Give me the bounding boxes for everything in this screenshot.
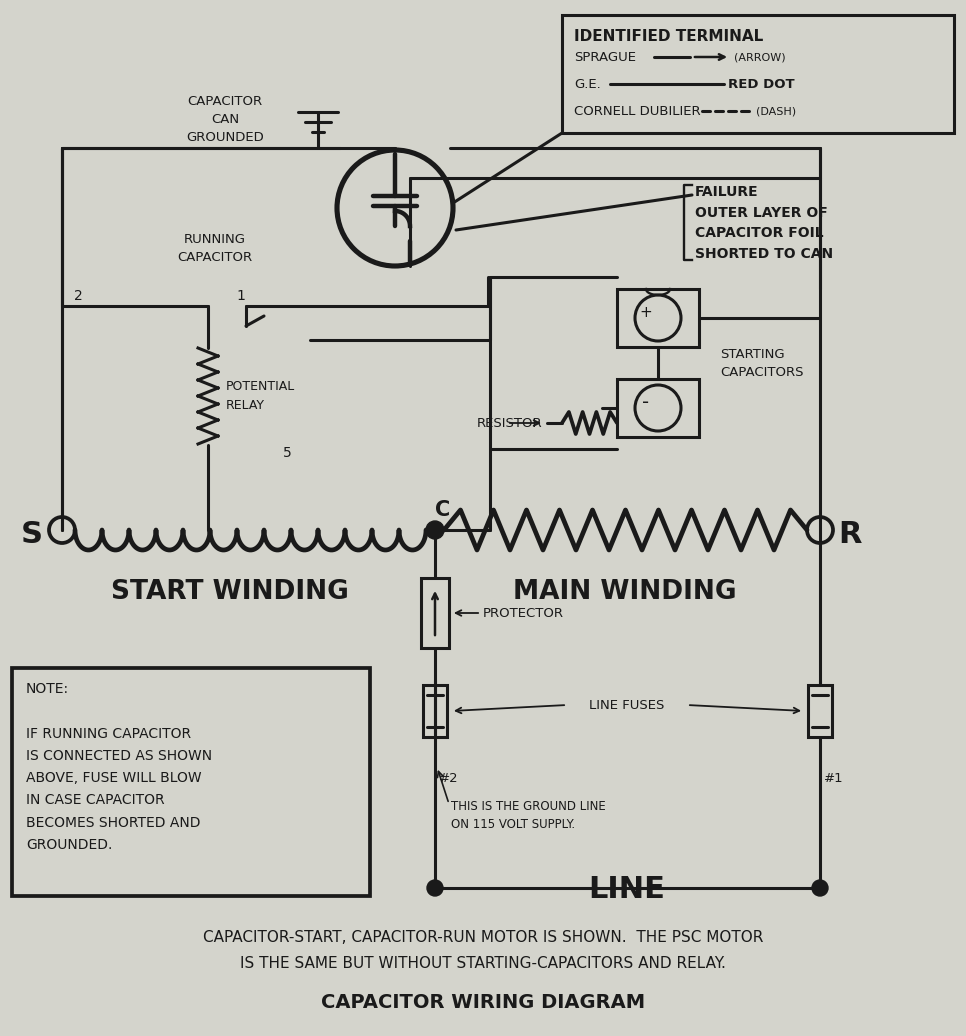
Text: (DASH): (DASH) bbox=[756, 106, 796, 116]
Text: #1: #1 bbox=[824, 772, 843, 785]
Text: +: + bbox=[639, 305, 652, 319]
Text: PROTECTOR: PROTECTOR bbox=[483, 606, 564, 620]
Bar bbox=[562, 15, 954, 133]
Text: G.E.: G.E. bbox=[574, 78, 601, 90]
Bar bbox=[808, 685, 832, 737]
Text: CAPACITOR
CAN
GROUNDED: CAPACITOR CAN GROUNDED bbox=[186, 95, 264, 144]
Text: THIS IS THE GROUND LINE
ON 115 VOLT SUPPLY.: THIS IS THE GROUND LINE ON 115 VOLT SUPP… bbox=[451, 800, 606, 831]
Text: POTENTIAL
RELAY: POTENTIAL RELAY bbox=[226, 380, 296, 412]
Text: NOTE:

IF RUNNING CAPACITOR
IS CONNECTED AS SHOWN
ABOVE, FUSE WILL BLOW
IN CASE : NOTE: IF RUNNING CAPACITOR IS CONNECTED … bbox=[26, 682, 213, 852]
Text: #2: #2 bbox=[439, 772, 459, 785]
Text: S: S bbox=[21, 519, 43, 548]
Text: LINE FUSES: LINE FUSES bbox=[589, 698, 665, 712]
Text: RUNNING
CAPACITOR: RUNNING CAPACITOR bbox=[178, 232, 252, 263]
Bar bbox=[421, 578, 449, 648]
Text: LINE: LINE bbox=[588, 875, 666, 904]
Bar bbox=[617, 289, 699, 347]
Text: CAPACITOR-START, CAPACITOR-RUN MOTOR IS SHOWN.  THE PSC MOTOR: CAPACITOR-START, CAPACITOR-RUN MOTOR IS … bbox=[203, 930, 763, 946]
Text: 1: 1 bbox=[236, 289, 244, 303]
Text: START WINDING: START WINDING bbox=[111, 579, 349, 605]
Bar bbox=[617, 379, 699, 437]
Text: R: R bbox=[838, 519, 862, 548]
Circle shape bbox=[812, 880, 828, 896]
Text: CAPACITOR WIRING DIAGRAM: CAPACITOR WIRING DIAGRAM bbox=[321, 992, 645, 1011]
Text: -: - bbox=[642, 393, 649, 411]
Circle shape bbox=[426, 521, 444, 539]
Text: 2: 2 bbox=[74, 289, 83, 303]
Bar bbox=[12, 668, 370, 896]
Text: MAIN WINDING: MAIN WINDING bbox=[513, 579, 737, 605]
Text: RESISTOR: RESISTOR bbox=[476, 416, 542, 430]
Text: FAILURE
OUTER LAYER OF
CAPACITOR FOIL
SHORTED TO CAN: FAILURE OUTER LAYER OF CAPACITOR FOIL SH… bbox=[695, 185, 833, 261]
Text: CORNELL DUBILIER: CORNELL DUBILIER bbox=[574, 105, 700, 117]
Text: RED DOT: RED DOT bbox=[728, 78, 795, 90]
Text: IDENTIFIED TERMINAL: IDENTIFIED TERMINAL bbox=[574, 29, 763, 44]
Text: C: C bbox=[436, 500, 450, 520]
Text: 5: 5 bbox=[283, 447, 292, 460]
Text: SPRAGUE: SPRAGUE bbox=[574, 51, 636, 63]
Text: STARTING
CAPACITORS: STARTING CAPACITORS bbox=[720, 347, 804, 378]
Text: (ARROW): (ARROW) bbox=[734, 52, 785, 62]
Text: IS THE SAME BUT WITHOUT STARTING-CAPACITORS AND RELAY.: IS THE SAME BUT WITHOUT STARTING-CAPACIT… bbox=[241, 955, 725, 971]
Circle shape bbox=[427, 880, 443, 896]
Bar bbox=[423, 685, 447, 737]
